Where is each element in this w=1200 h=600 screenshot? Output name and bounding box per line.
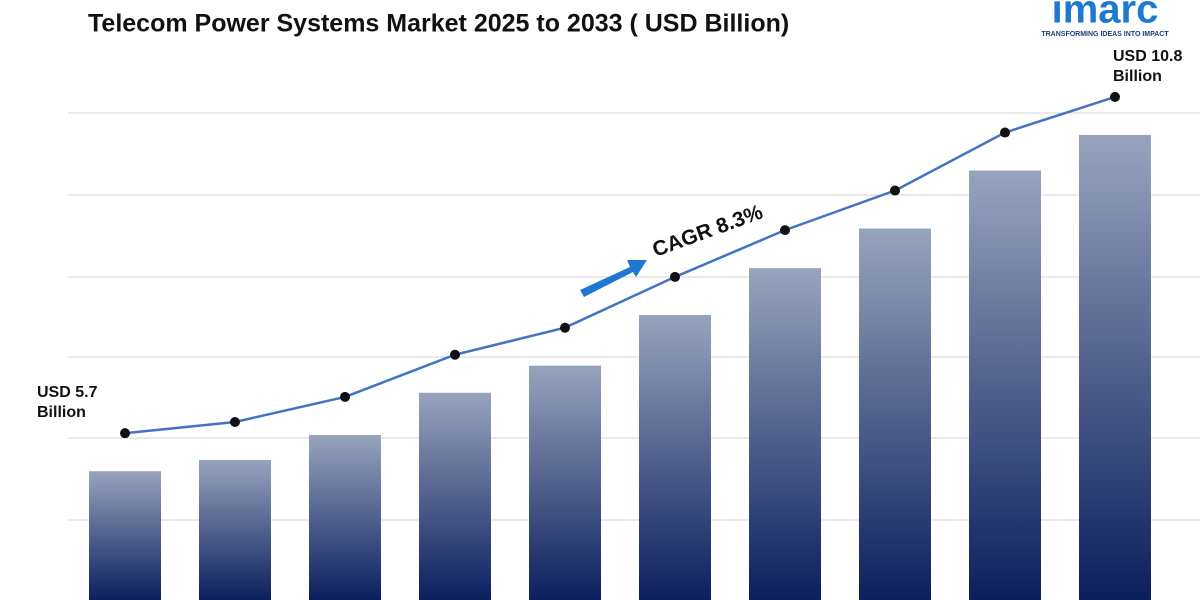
trend-dot <box>560 322 570 333</box>
trend-dot <box>230 416 240 427</box>
bar <box>419 392 491 600</box>
logo: imarc <box>1052 0 1159 32</box>
trend-dot <box>450 349 460 360</box>
value-label: USD 5.7 Billion <box>37 384 98 421</box>
bar <box>89 471 161 600</box>
bar <box>199 459 271 600</box>
trend-dot <box>1110 91 1120 102</box>
trend-dot <box>670 271 680 282</box>
bar <box>529 365 601 600</box>
cagr-label: CAGR 8.3% <box>649 200 766 261</box>
value-label-line: Billion <box>37 404 86 421</box>
bar <box>309 434 381 600</box>
value-label-line: Billion <box>1113 68 1162 85</box>
value-label-line: USD 10.8 <box>1113 48 1182 65</box>
value-label-line: USD 5.7 <box>37 384 98 401</box>
bars <box>89 134 1151 600</box>
trend-dot <box>780 225 790 236</box>
trend-dot <box>890 185 900 196</box>
bar <box>969 170 1041 600</box>
bar <box>749 268 821 600</box>
bar <box>639 314 711 600</box>
cagr-arrow <box>580 260 647 297</box>
bar <box>859 228 931 600</box>
trend-dot <box>1000 127 1010 138</box>
bar <box>1079 134 1151 600</box>
logo-tagline: TRANSFORMING IDEAS INTO IMPACT <box>1041 31 1169 38</box>
chart-title: Telecom Power Systems Market 2025 to 203… <box>88 10 789 38</box>
value-label: USD 10.8 Billion <box>1113 48 1182 85</box>
trend-dot <box>340 391 350 402</box>
trend-dot <box>120 428 130 439</box>
trend <box>120 91 1120 439</box>
trend-line <box>124 95 1116 435</box>
